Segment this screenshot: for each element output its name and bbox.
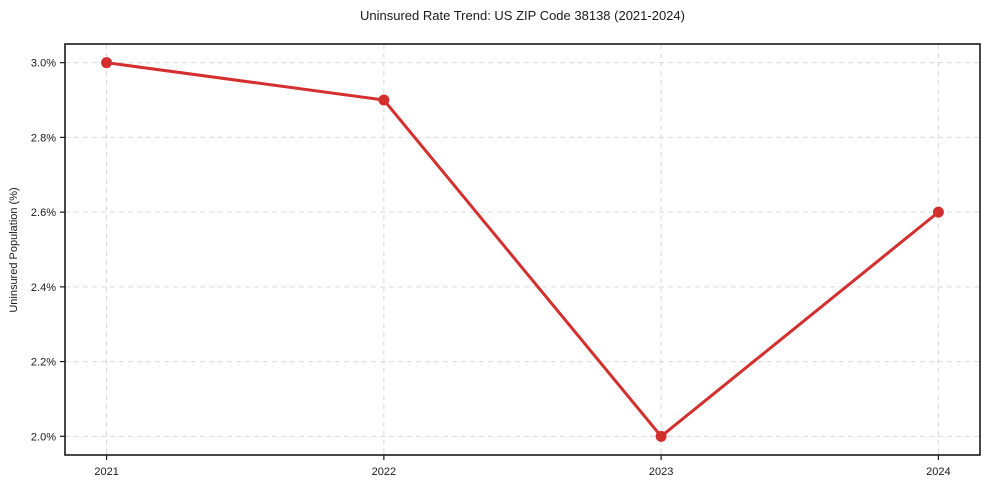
y-tick-label: 2.2%	[31, 357, 56, 369]
x-tick-label: 2024	[926, 466, 950, 478]
x-tick-label: 2021	[94, 466, 118, 478]
trend-line	[105, 61, 940, 438]
y-tick-label: 3.0%	[31, 58, 56, 70]
y-tick-label: 2.8%	[31, 132, 56, 144]
chart-title: Uninsured Rate Trend: US ZIP Code 38138 …	[360, 8, 685, 23]
data-point-2021	[101, 57, 113, 69]
y-tick-label: 2.0%	[31, 431, 56, 443]
y-tick-label: 2.4%	[31, 282, 56, 294]
data-point-2022	[378, 94, 390, 106]
data-point-2024	[932, 206, 944, 218]
plot-border	[64, 43, 981, 456]
data-point-2023	[655, 430, 667, 442]
x-tick-label: 2022	[372, 466, 396, 478]
x-tick-label: 2023	[649, 466, 673, 478]
y-tick-label: 2.6%	[31, 207, 56, 219]
